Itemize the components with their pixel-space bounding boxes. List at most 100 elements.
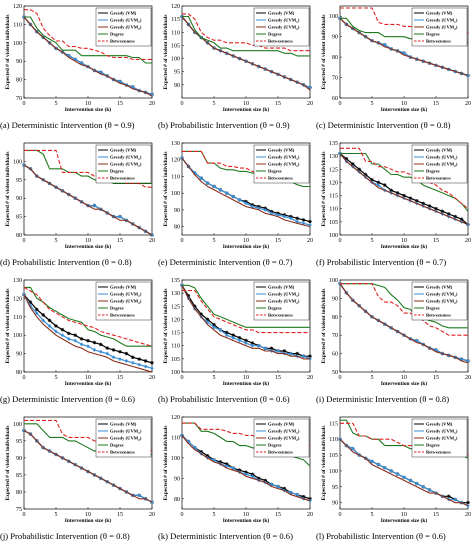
y-tick-label: 85: [16, 473, 22, 479]
x-tick-label: 0: [339, 238, 342, 244]
legend-label: Greedy (UVM2): [268, 299, 300, 305]
legend-label: Betweenness: [268, 39, 293, 44]
legend-label: Greedy (VM): [110, 285, 137, 290]
y-tick-label: 80: [332, 55, 338, 61]
legend: Greedy (VM) Greedy (UVM1)Greedy (UVM2)Deg…: [253, 7, 310, 47]
legend-subscript: 2: [296, 301, 298, 305]
y-tick-label: 90: [332, 296, 338, 302]
chart-caption: (g) Deterministic Intervention (θ = 0.6): [0, 394, 135, 404]
y-tick-label: 90: [174, 476, 180, 482]
data-point: [66, 336, 71, 341]
chart-svg: 0 5 10 15 20 90 95 100 105 110 115 120 Intervention …: [163, 4, 313, 113]
data-point: [256, 343, 261, 348]
legend-subscript: 2: [454, 164, 456, 168]
legend-label: Greedy (UVM1): [110, 429, 142, 435]
x-tick-label: 0: [23, 512, 26, 518]
y-tick-label: 80: [16, 490, 22, 496]
data-point: [427, 204, 432, 208]
legend-close-paren: ): [140, 436, 142, 441]
x-tick-label: 10: [401, 101, 407, 107]
x-tick-label: 20: [307, 238, 313, 244]
y-tick-label: 70: [16, 96, 22, 102]
data-point: [124, 351, 129, 356]
data-point: [186, 293, 191, 298]
chart-panel: 0 5 10 15 20 80 90 100 110 120 130 Intervention siz…: [158, 137, 316, 274]
chart-svg: 0 5 10 15 20 80 85 90 95 100 Intervention size (k)…: [5, 142, 155, 250]
y-tick-label: 90: [174, 83, 180, 89]
y-tick-label: 100: [13, 41, 22, 47]
legend-label: Greedy (UVM2): [110, 25, 142, 31]
legend-close-paren: ): [456, 25, 458, 30]
series-line: [182, 13, 310, 52]
chart-panel: 0 5 10 15 20 70 80 90 100 110 120 Intervention size…: [0, 0, 158, 137]
data-point: [434, 206, 438, 211]
x-tick-label: 20: [149, 238, 155, 244]
y-tick-label: 90: [16, 59, 22, 65]
data-point: [282, 214, 287, 219]
legend-close-paren: ): [298, 292, 300, 297]
data-point: [199, 312, 203, 316]
data-point: [199, 449, 203, 454]
data-point: [382, 465, 387, 470]
legend-close-paren: ): [298, 429, 300, 434]
y-tick-label: 110: [329, 437, 338, 443]
y-tick-label: 130: [171, 291, 180, 297]
chart-svg: 0 5 10 15 20 100 105 110 115 120 125 130 135 Interven…: [321, 141, 471, 250]
legend-label: Betweenness: [110, 176, 135, 181]
legend-close-paren: ): [298, 162, 300, 167]
chart-caption: (f) Probabilistic Intervention (θ = 0.7): [316, 257, 447, 267]
y-tick-label: 100: [329, 469, 338, 475]
data-point: [231, 333, 235, 337]
series-line: [182, 289, 310, 334]
data-point: [212, 325, 216, 330]
x-tick-label: 5: [371, 375, 374, 381]
legend-label: Greedy (UVM1): [426, 292, 458, 298]
data-point: [395, 472, 400, 477]
data-point: [244, 201, 248, 206]
chart-panel: 0 5 10 15 20 90 95 100 105 110 115 Intervention siz…: [316, 411, 474, 548]
legend-close-paren: ): [140, 162, 142, 167]
x-tick-label: 10: [401, 375, 407, 381]
data-point: [199, 176, 204, 181]
legend-close-paren: ): [140, 292, 142, 297]
x-tick-label: 10: [243, 101, 249, 107]
data-point: [218, 187, 223, 192]
legend-label: Degree: [268, 443, 282, 448]
legend: Greedy (VM) Greedy (UVM1)Greedy (UVM2)Deg…: [95, 144, 152, 184]
chart-caption: (a) Deterministic Intervention (θ = 0.9): [0, 120, 135, 130]
y-tick-label: 120: [171, 415, 180, 421]
x-tick-label: 20: [307, 512, 313, 518]
data-point: [137, 362, 142, 367]
chart-svg: 0 5 10 15 20 100 105 110 115 120 125 130 135 Interven…: [163, 278, 313, 387]
data-point: [205, 454, 210, 458]
legend-close-paren: ): [140, 18, 142, 23]
x-tick-label: 15: [275, 512, 281, 518]
legend-subscript: 2: [138, 438, 140, 442]
x-tick-label: 10: [85, 238, 91, 244]
data-point: [231, 335, 236, 340]
x-tick-label: 10: [85, 375, 91, 381]
legend-subscript: 2: [454, 301, 456, 305]
legend-label: Degree: [110, 32, 124, 37]
x-tick-label: 10: [401, 238, 407, 244]
chart-svg: 0 5 10 15 20 80 90 100 110 120 130 Intervention siz…: [5, 278, 155, 387]
legend-label: Degree: [426, 443, 440, 448]
legend-label: Greedy (UVM2): [110, 299, 142, 305]
series-line: [23, 16, 153, 97]
x-tick-label: 15: [117, 512, 123, 518]
chart-svg: 0 5 10 15 20 80 90 100 110 120 Intervention size (…: [163, 415, 313, 524]
y-axis-label: Expected # of violent individuals: [321, 426, 327, 501]
y-tick-label: 110: [329, 207, 338, 213]
y-tick-label: 100: [171, 456, 180, 462]
chart-caption: (e) Deterministic Intervention (θ = 0.7): [158, 257, 293, 267]
data-point: [263, 207, 268, 212]
data-point: [47, 318, 52, 323]
y-tick-label: 60: [332, 96, 338, 102]
data-point: [47, 323, 52, 329]
data-point: [73, 333, 77, 337]
data-point: [402, 475, 406, 480]
series-line: [181, 16, 311, 91]
data-point: [357, 167, 361, 172]
data-point: [137, 493, 142, 498]
data-point: [250, 341, 255, 345]
